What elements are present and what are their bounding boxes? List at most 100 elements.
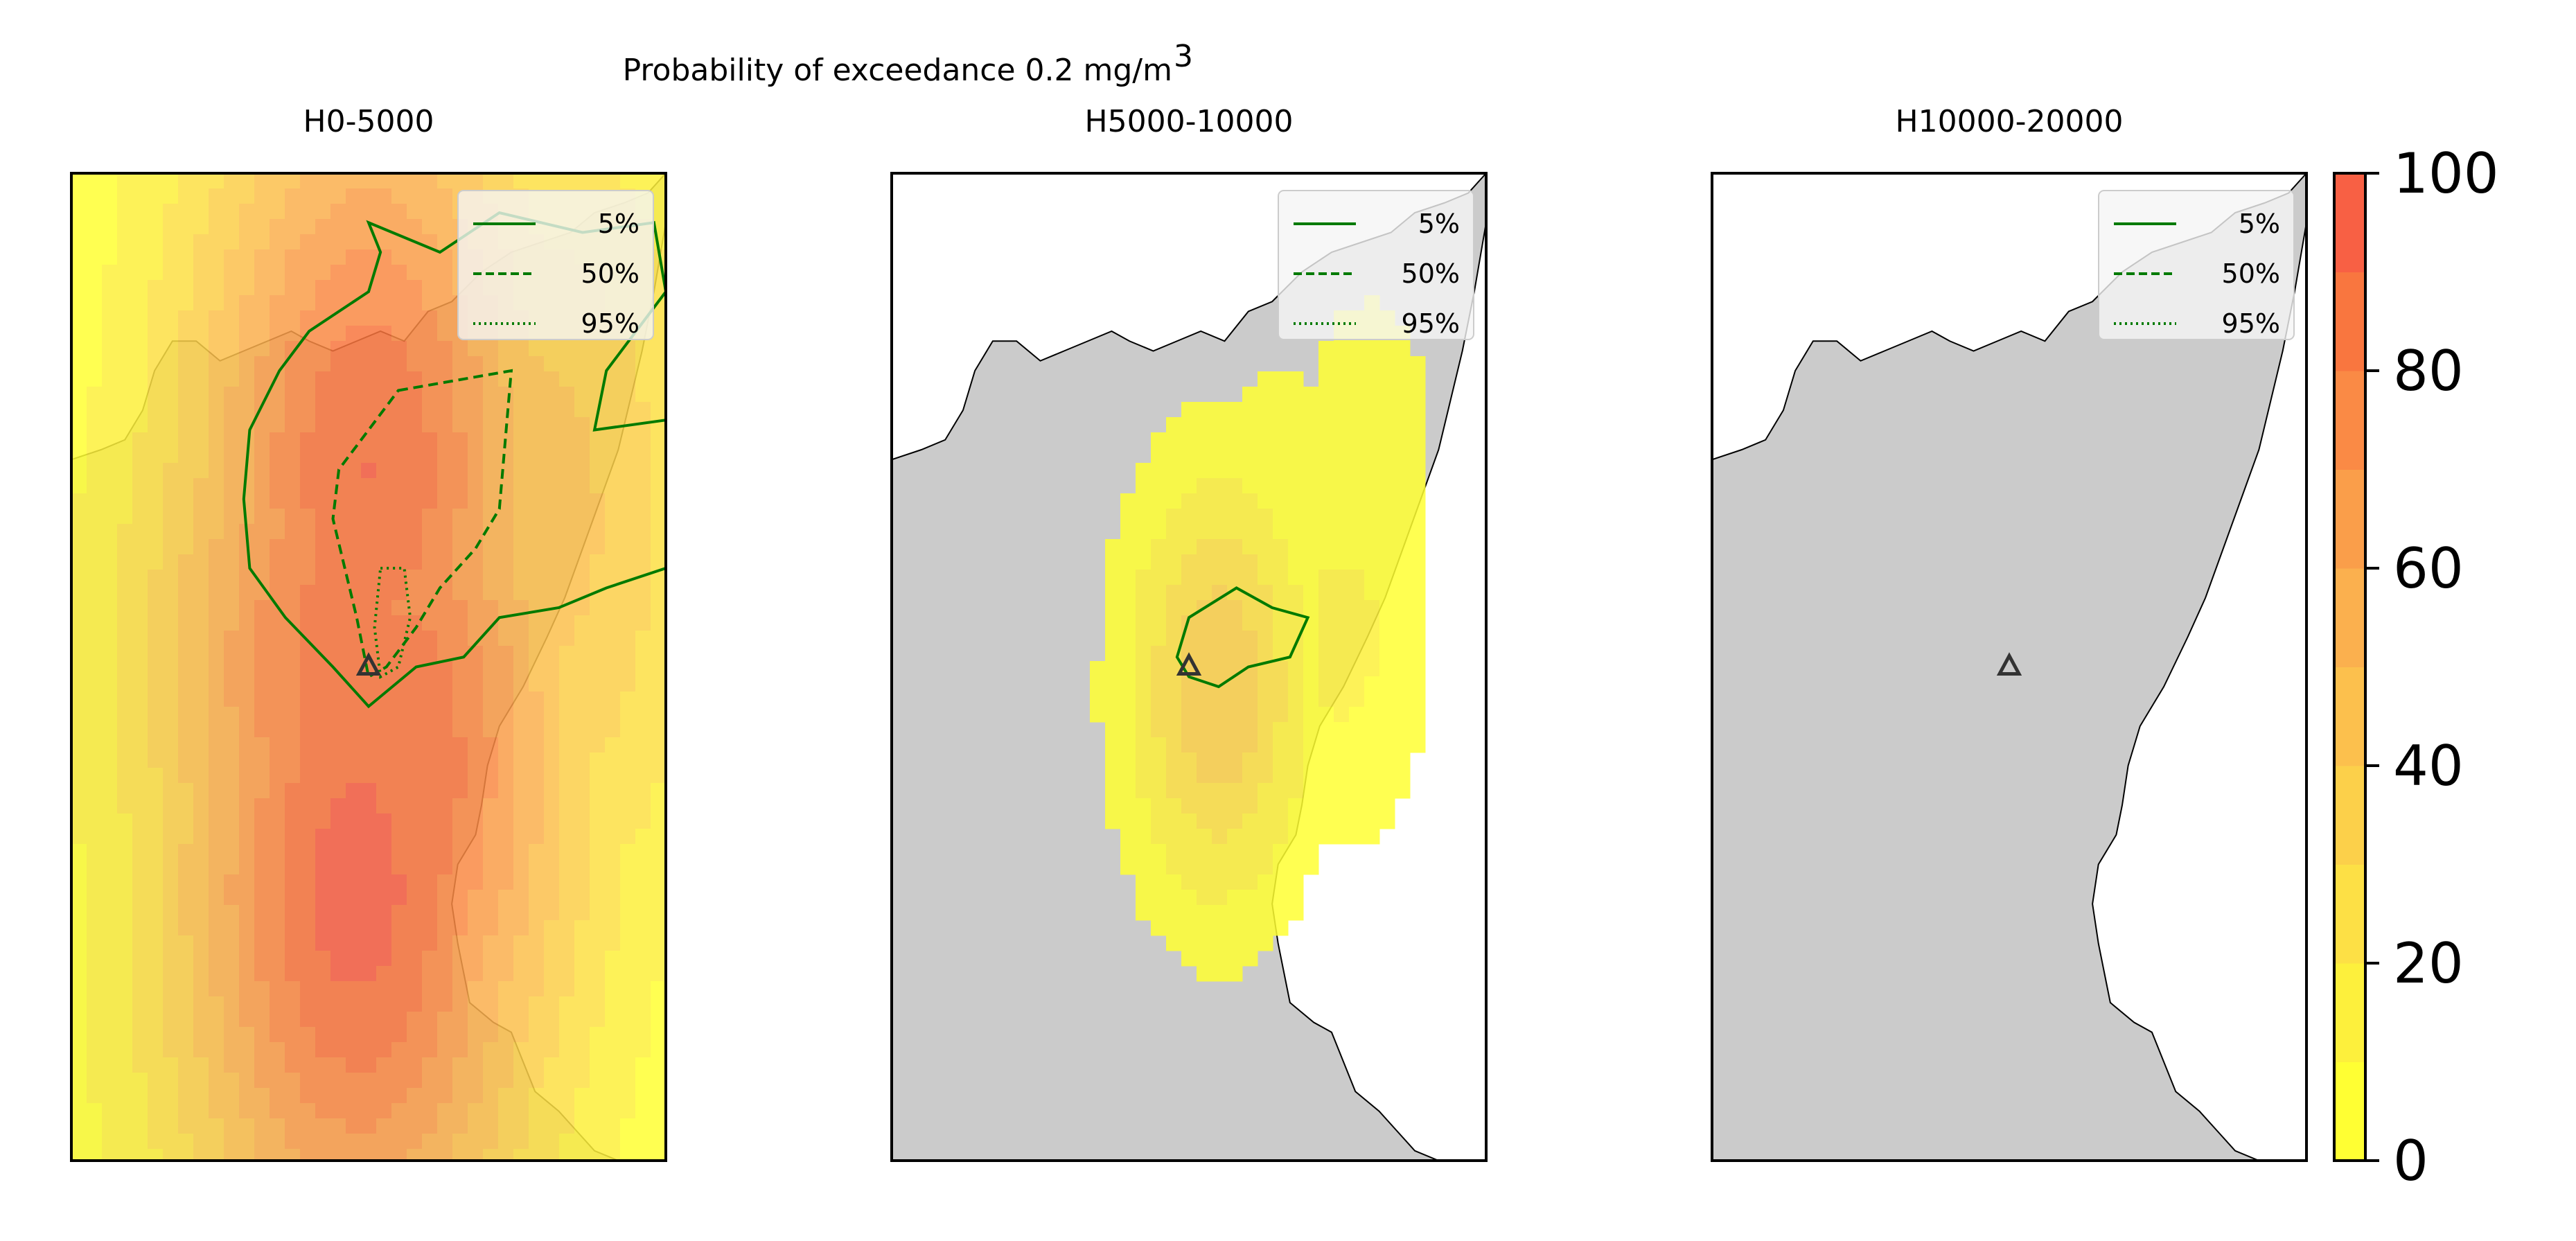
heatmap-cell	[148, 631, 164, 646]
heatmap-cell	[1288, 432, 1304, 448]
heatmap-cell	[254, 295, 270, 311]
heatmap-cell	[452, 905, 468, 921]
heatmap-cell	[391, 1027, 407, 1043]
heatmap-cell	[590, 1042, 606, 1058]
heatmap-cell	[1349, 585, 1365, 601]
heatmap-cell	[270, 1073, 285, 1089]
heatmap-cell	[87, 813, 103, 829]
heatmap-cell	[239, 265, 255, 281]
heatmap-cell	[224, 478, 240, 494]
heatmap-cell	[193, 173, 209, 189]
heatmap-cell	[590, 935, 606, 951]
heatmap-cell	[148, 844, 164, 860]
heatmap-cell	[270, 341, 285, 357]
heatmap-cell	[635, 402, 651, 418]
heatmap-cell	[1410, 524, 1426, 540]
heatmap-cell	[87, 996, 103, 1012]
heatmap-cell	[1395, 783, 1411, 799]
heatmap-cell	[178, 1027, 194, 1043]
heatmap-cell	[315, 219, 331, 235]
heatmap-cell	[209, 1042, 224, 1058]
heatmap-cell	[239, 646, 255, 662]
heatmap-cell	[209, 356, 224, 372]
heatmap-cell	[163, 905, 179, 921]
heatmap-cell	[635, 752, 651, 768]
heatmap-cell	[330, 1073, 346, 1089]
heatmap-cell	[483, 813, 499, 829]
heatmap-cell	[87, 783, 103, 799]
heatmap-cell	[437, 646, 453, 662]
heatmap-cell	[1303, 783, 1319, 799]
heatmap-cell	[178, 859, 194, 875]
heatmap-cell	[1227, 935, 1243, 951]
heatmap-cell	[1258, 783, 1273, 799]
heatmap-cell	[285, 951, 301, 967]
heatmap-cell	[87, 1073, 103, 1089]
heatmap-cell	[529, 478, 545, 494]
heatmap-cell	[71, 1042, 87, 1058]
heatmap-cell	[1364, 798, 1380, 814]
heatmap-cell	[422, 280, 438, 296]
heatmap-cell	[1242, 783, 1258, 799]
heatmap-cell	[102, 890, 118, 906]
heatmap-cell	[1197, 615, 1212, 631]
heatmap-cell	[163, 371, 179, 387]
heatmap-cell	[239, 371, 255, 387]
heatmap-cell	[529, 981, 545, 997]
heatmap-cell	[529, 432, 545, 448]
heatmap-cell	[178, 493, 194, 509]
heatmap-cell	[239, 631, 255, 646]
heatmap-cell	[285, 722, 301, 738]
heatmap-cell	[376, 356, 392, 372]
heatmap-cell	[285, 996, 301, 1012]
heatmap-cell	[102, 1103, 118, 1119]
heatmap-cell	[529, 1057, 545, 1073]
heatmap-cell	[285, 1073, 301, 1089]
heatmap-cell	[1303, 844, 1319, 860]
heatmap-cell	[209, 1088, 224, 1104]
heatmap-cell	[361, 615, 377, 631]
heatmap-cell	[1303, 722, 1319, 738]
heatmap-cell	[391, 432, 407, 448]
heatmap-cell	[300, 935, 316, 951]
heatmap-cell	[620, 1073, 636, 1089]
heatmap-cell	[71, 920, 87, 936]
heatmap-cell	[1242, 905, 1258, 921]
heatmap-cell	[468, 585, 484, 601]
heatmap-cell	[330, 600, 346, 616]
heatmap-cell	[437, 387, 453, 403]
heatmap-cell	[498, 448, 514, 464]
heatmap-cell	[1212, 615, 1228, 631]
heatmap-cell	[1318, 798, 1334, 814]
heatmap-cell	[117, 600, 133, 616]
heatmap-cell	[1288, 737, 1304, 753]
heatmap-cell	[391, 631, 407, 646]
heatmap-cell	[163, 951, 179, 967]
heatmap-cell	[559, 173, 575, 189]
heatmap-cell	[71, 813, 87, 829]
heatmap-cell	[605, 829, 621, 845]
heatmap-cell	[361, 539, 377, 555]
heatmap-cell	[224, 493, 240, 509]
heatmap-cell	[209, 768, 224, 784]
heatmap-cell	[1318, 615, 1334, 631]
heatmap-cell	[209, 295, 224, 311]
heatmap-cell	[132, 859, 148, 875]
heatmap-cell	[1212, 448, 1228, 464]
heatmap-cell	[376, 935, 392, 951]
heatmap-cell	[407, 752, 423, 768]
heatmap-cell	[437, 173, 453, 189]
heatmap-cell	[498, 615, 514, 631]
heatmap-cell	[239, 173, 255, 189]
heatmap-cell	[1273, 707, 1289, 723]
heatmap-cell	[132, 448, 148, 464]
heatmap-cell	[1105, 676, 1121, 692]
heatmap-cell	[483, 1088, 499, 1104]
heatmap-cell	[163, 1103, 179, 1119]
heatmap-cell	[1120, 631, 1136, 646]
heatmap-cell	[605, 432, 621, 448]
contours	[242, 211, 666, 709]
heatmap-cell	[1410, 631, 1426, 646]
heatmap-cell	[391, 676, 407, 692]
heatmap-cell	[270, 1027, 285, 1043]
